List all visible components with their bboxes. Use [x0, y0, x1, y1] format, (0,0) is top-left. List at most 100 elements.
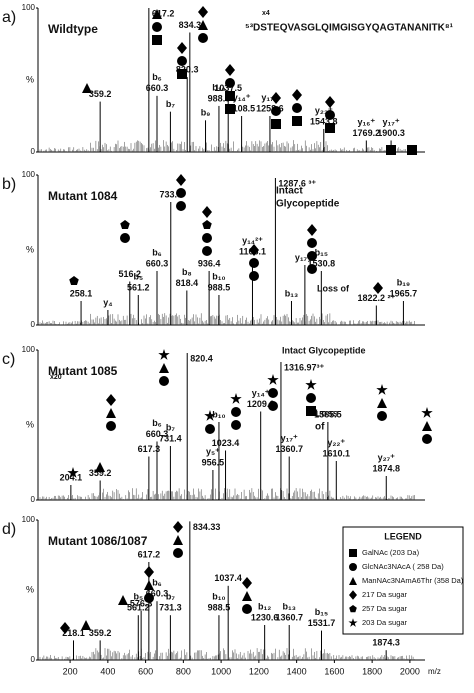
- peak-mass: 988.5: [208, 93, 231, 103]
- peak-ion: b₆: [152, 578, 162, 588]
- glycan-circle: [173, 548, 183, 558]
- glycan-st: [376, 384, 388, 395]
- glycan-circle: [198, 33, 208, 43]
- glycan-di: [173, 521, 183, 533]
- glycan-pe: [349, 605, 357, 613]
- peak-mass: 617.2: [152, 8, 175, 18]
- peak-ion: b₅: [133, 271, 143, 281]
- glycan-circle: [144, 593, 154, 603]
- glycan-tr: [198, 20, 208, 30]
- y-axis-label: %: [26, 419, 34, 429]
- legend-label: GalNAc (203 Da): [362, 548, 420, 557]
- glycan-circle: [307, 251, 317, 261]
- peak-mass: 1360.7: [275, 444, 303, 454]
- peak-ion: b₇: [166, 99, 175, 109]
- peak-ion: b₁₂: [258, 601, 271, 611]
- glycan-square: [386, 145, 396, 155]
- x-tick-label: 200: [63, 666, 78, 676]
- peak-mass: 1610.1: [323, 448, 351, 458]
- x-tick-label: 1200: [249, 666, 269, 676]
- y-tick-label: 100: [22, 345, 36, 354]
- glycan-circle: [325, 110, 335, 120]
- glycan-di: [325, 96, 335, 108]
- peak-mass: 820.4: [190, 353, 213, 363]
- glycan-circle: [268, 388, 278, 398]
- x-axis-label: m/z: [428, 667, 441, 676]
- glycan-circle: [307, 238, 317, 248]
- glycan-st: [67, 467, 79, 478]
- peak-mass: 660.3: [146, 83, 169, 93]
- peak-ion: b₇: [166, 592, 175, 602]
- glycan-square: [225, 104, 235, 114]
- glycan-circle: [159, 376, 169, 386]
- peak-ion: b₁₅: [315, 247, 328, 257]
- glycan-tr: [152, 9, 162, 19]
- panel-label: d): [2, 521, 16, 538]
- peak-ion: y₁₇⁺: [281, 433, 298, 443]
- y-axis-label: %: [26, 584, 34, 594]
- peak-ion: b₈: [182, 267, 192, 277]
- y-tick-label: 100: [22, 3, 36, 12]
- glycan-di: [292, 89, 302, 101]
- glycan-circle: [271, 106, 281, 116]
- legend-label: ManNAc3NAmA6Thr (358 Da): [362, 576, 464, 585]
- peak-mass: 561.2: [127, 603, 150, 613]
- x-tick-label: 1600: [324, 666, 344, 676]
- y-axis-label: %: [26, 74, 34, 84]
- annotation: x4: [262, 10, 270, 17]
- glycan-circle: [349, 563, 357, 571]
- peak-mass: 617.2: [138, 549, 161, 559]
- glycan-square: [349, 549, 357, 557]
- peak-mass: 818.4: [176, 278, 199, 288]
- glycan-tr: [173, 535, 183, 545]
- peak-mass: 1230.6: [251, 612, 279, 622]
- peak-ion: b₁₀: [212, 409, 225, 419]
- glycan-circle: [106, 421, 116, 431]
- glycan-di: [373, 282, 383, 294]
- x-tick-label: 1400: [287, 666, 307, 676]
- peak-mass: 1037.5: [214, 83, 242, 93]
- glycan-st: [348, 618, 358, 627]
- peak-ion: b₇: [166, 422, 175, 432]
- peak-mass: 834.33: [193, 522, 221, 532]
- glycan-circle: [268, 401, 278, 411]
- peak-ion: y₁₆⁺: [358, 117, 376, 127]
- glycan-square: [325, 123, 335, 133]
- peak-ion: b₁₉: [397, 277, 410, 287]
- glycan-st: [158, 349, 170, 360]
- peak-ion: b₁₅: [315, 607, 328, 617]
- x-tick-label: 2000: [400, 666, 420, 676]
- x-tick-label: 1000: [211, 666, 231, 676]
- annotation: ⁵³DSTEQVASGLQIMGISGYQAGTANANITK⁸¹: [245, 23, 454, 34]
- legend-label: GlcNAc3NAcA ( 258 Da): [362, 562, 444, 571]
- glycan-square: [306, 406, 316, 416]
- glycan-circle: [422, 434, 432, 444]
- panel-title: Mutant 1084: [48, 189, 118, 203]
- peak-ion: y₁₇⁺: [383, 117, 400, 127]
- glycan-pe: [120, 220, 130, 230]
- glycan-tr: [349, 577, 357, 585]
- peak-ion: y₂₃⁺: [315, 105, 333, 115]
- panel-label: b): [2, 176, 16, 193]
- glycan-circle: [377, 411, 387, 421]
- peak-ion: y₁₄⁺: [252, 388, 270, 398]
- glycan-di: [242, 577, 252, 589]
- glycan-circle: [152, 22, 162, 32]
- annotation: Glycopeptide: [276, 199, 340, 210]
- glycan-di: [106, 394, 116, 406]
- peak-mass: 733.3: [160, 189, 183, 199]
- peak-ion: b₁₃: [283, 601, 296, 611]
- annotation: Intact Glycopeptide: [282, 345, 366, 355]
- peak-ion: b₁₀: [212, 592, 225, 602]
- glycan-circle: [242, 604, 252, 614]
- peak-mass: 731.3: [159, 603, 182, 613]
- peak-ion: b₁₀: [212, 82, 225, 92]
- legend-label: 257 Da sugar: [362, 604, 408, 613]
- peak-ion: y₁₇⁺: [261, 92, 278, 102]
- glycan-tr: [144, 580, 154, 590]
- glycan-tr: [377, 398, 387, 408]
- peak-mass: 1874.8: [372, 463, 400, 473]
- peak-ion: y₁₄²⁺: [242, 235, 263, 245]
- glycan-pe: [69, 276, 79, 286]
- x-tick-label: 1800: [362, 666, 382, 676]
